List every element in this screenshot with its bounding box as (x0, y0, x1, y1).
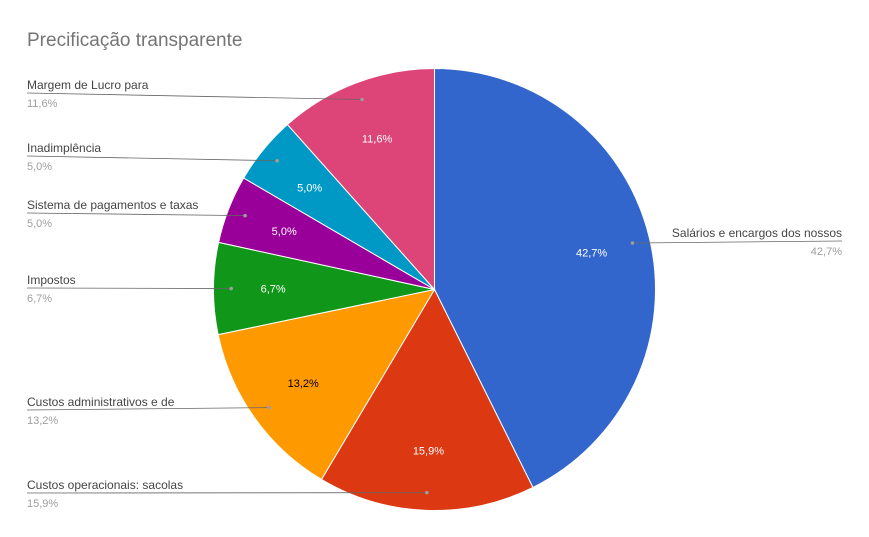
pie-slice (434, 67, 656, 489)
slice-value-label: 15,9% (413, 446, 444, 458)
callout-series-name: Custos administrativos e de (27, 395, 175, 409)
callout-percent: 5,0% (27, 161, 52, 173)
slice-value-label: 42,7% (576, 248, 607, 260)
callout-series-name: Custos operacionais: sacolas (27, 478, 183, 492)
callout-series-name: Sistema de pagamentos e taxas (27, 198, 198, 212)
slice-callout: Inadimplência 5,0% (26, 141, 279, 173)
slice-callout: Impostos 6,7% (26, 273, 233, 305)
slice-callout: Salários e encargos dos nossos 42,7% (630, 226, 843, 258)
slice-value-label: 5,0% (297, 182, 322, 194)
slice-callout: Custos administrativos e de 13,2% (26, 395, 271, 427)
callout-leader-line (26, 287, 232, 289)
callout-percent: 42,7% (811, 246, 842, 258)
pie-slice (286, 67, 435, 291)
callout-percent: 11,6% (27, 98, 58, 110)
slice-callout: Sistema de pagamentos e taxas 5,0% (26, 198, 247, 230)
slice-value-label: 5,0% (272, 226, 297, 238)
callout-dot (275, 158, 279, 163)
callout-dot (630, 241, 635, 245)
callout-dot (425, 490, 429, 495)
callout-leader-line (26, 92, 363, 100)
callout-leader-line (632, 240, 843, 244)
slice-value-label: 11,6% (362, 134, 393, 146)
callout-leader-line (26, 155, 278, 162)
callout-series-name: Inadimplência (27, 141, 101, 155)
callout-dot (243, 213, 247, 218)
slice-callout: Custos operacionais: sacolas 15,9% (26, 478, 429, 510)
pie-callouts: Salários e encargos dos nossos 42,7% Custo… (26, 78, 843, 510)
callout-dot (267, 405, 271, 410)
callout-percent: 13,2% (27, 415, 58, 427)
callout-leader-line (26, 407, 270, 411)
callout-series-name: Salários e encargos dos nossos (672, 226, 842, 240)
slice-callout: Margem de Lucro para 11,6% (26, 78, 364, 110)
callout-series-name: Margem de Lucro para (27, 78, 149, 92)
chart-title: Precificação transparente (27, 30, 242, 51)
callout-series-name: Impostos (27, 273, 76, 287)
pie-slice (320, 288, 534, 511)
callout-percent: 6,7% (27, 293, 52, 305)
callout-percent: 15,9% (27, 498, 58, 510)
callout-dot (229, 286, 233, 291)
slice-value-label: 6,7% (261, 284, 286, 296)
pie-slices: 42,7% 15,9% 13,2% 6,7% 5,0% 5,0% 11,6% (213, 67, 656, 511)
callout-leader-line (26, 212, 246, 217)
callout-dot (360, 97, 364, 102)
pie-slice (217, 288, 436, 481)
callout-percent: 5,0% (27, 218, 52, 230)
slice-value-label: 13,2% (288, 378, 319, 390)
